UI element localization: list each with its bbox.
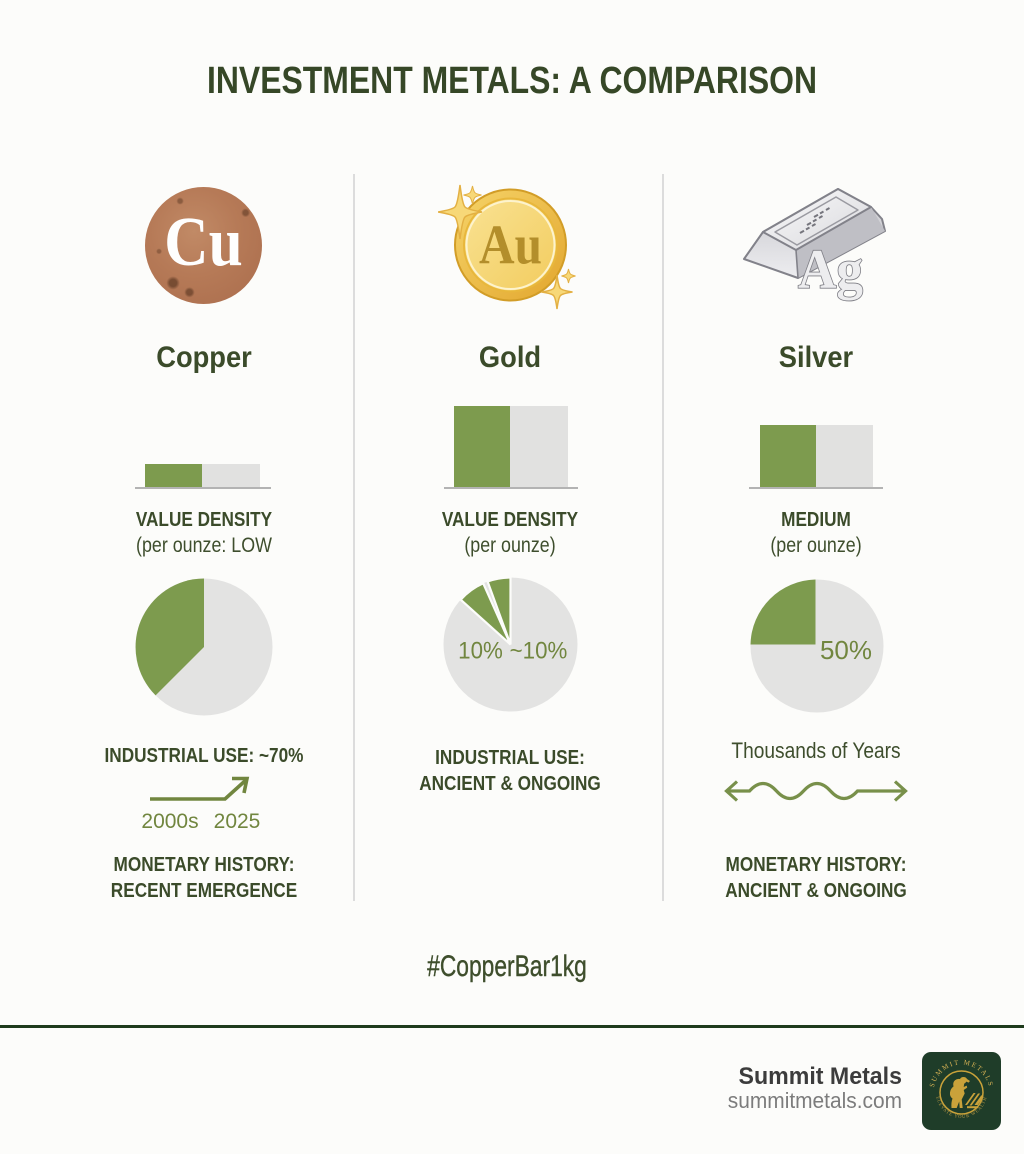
svg-text:10%: 10% — [458, 637, 503, 664]
svg-text:Ag: Ag — [798, 239, 863, 301]
svg-text:Au: Au — [479, 215, 542, 277]
svg-text:~10%: ~10% — [510, 637, 568, 664]
svg-text:50%: 50% — [820, 635, 872, 665]
